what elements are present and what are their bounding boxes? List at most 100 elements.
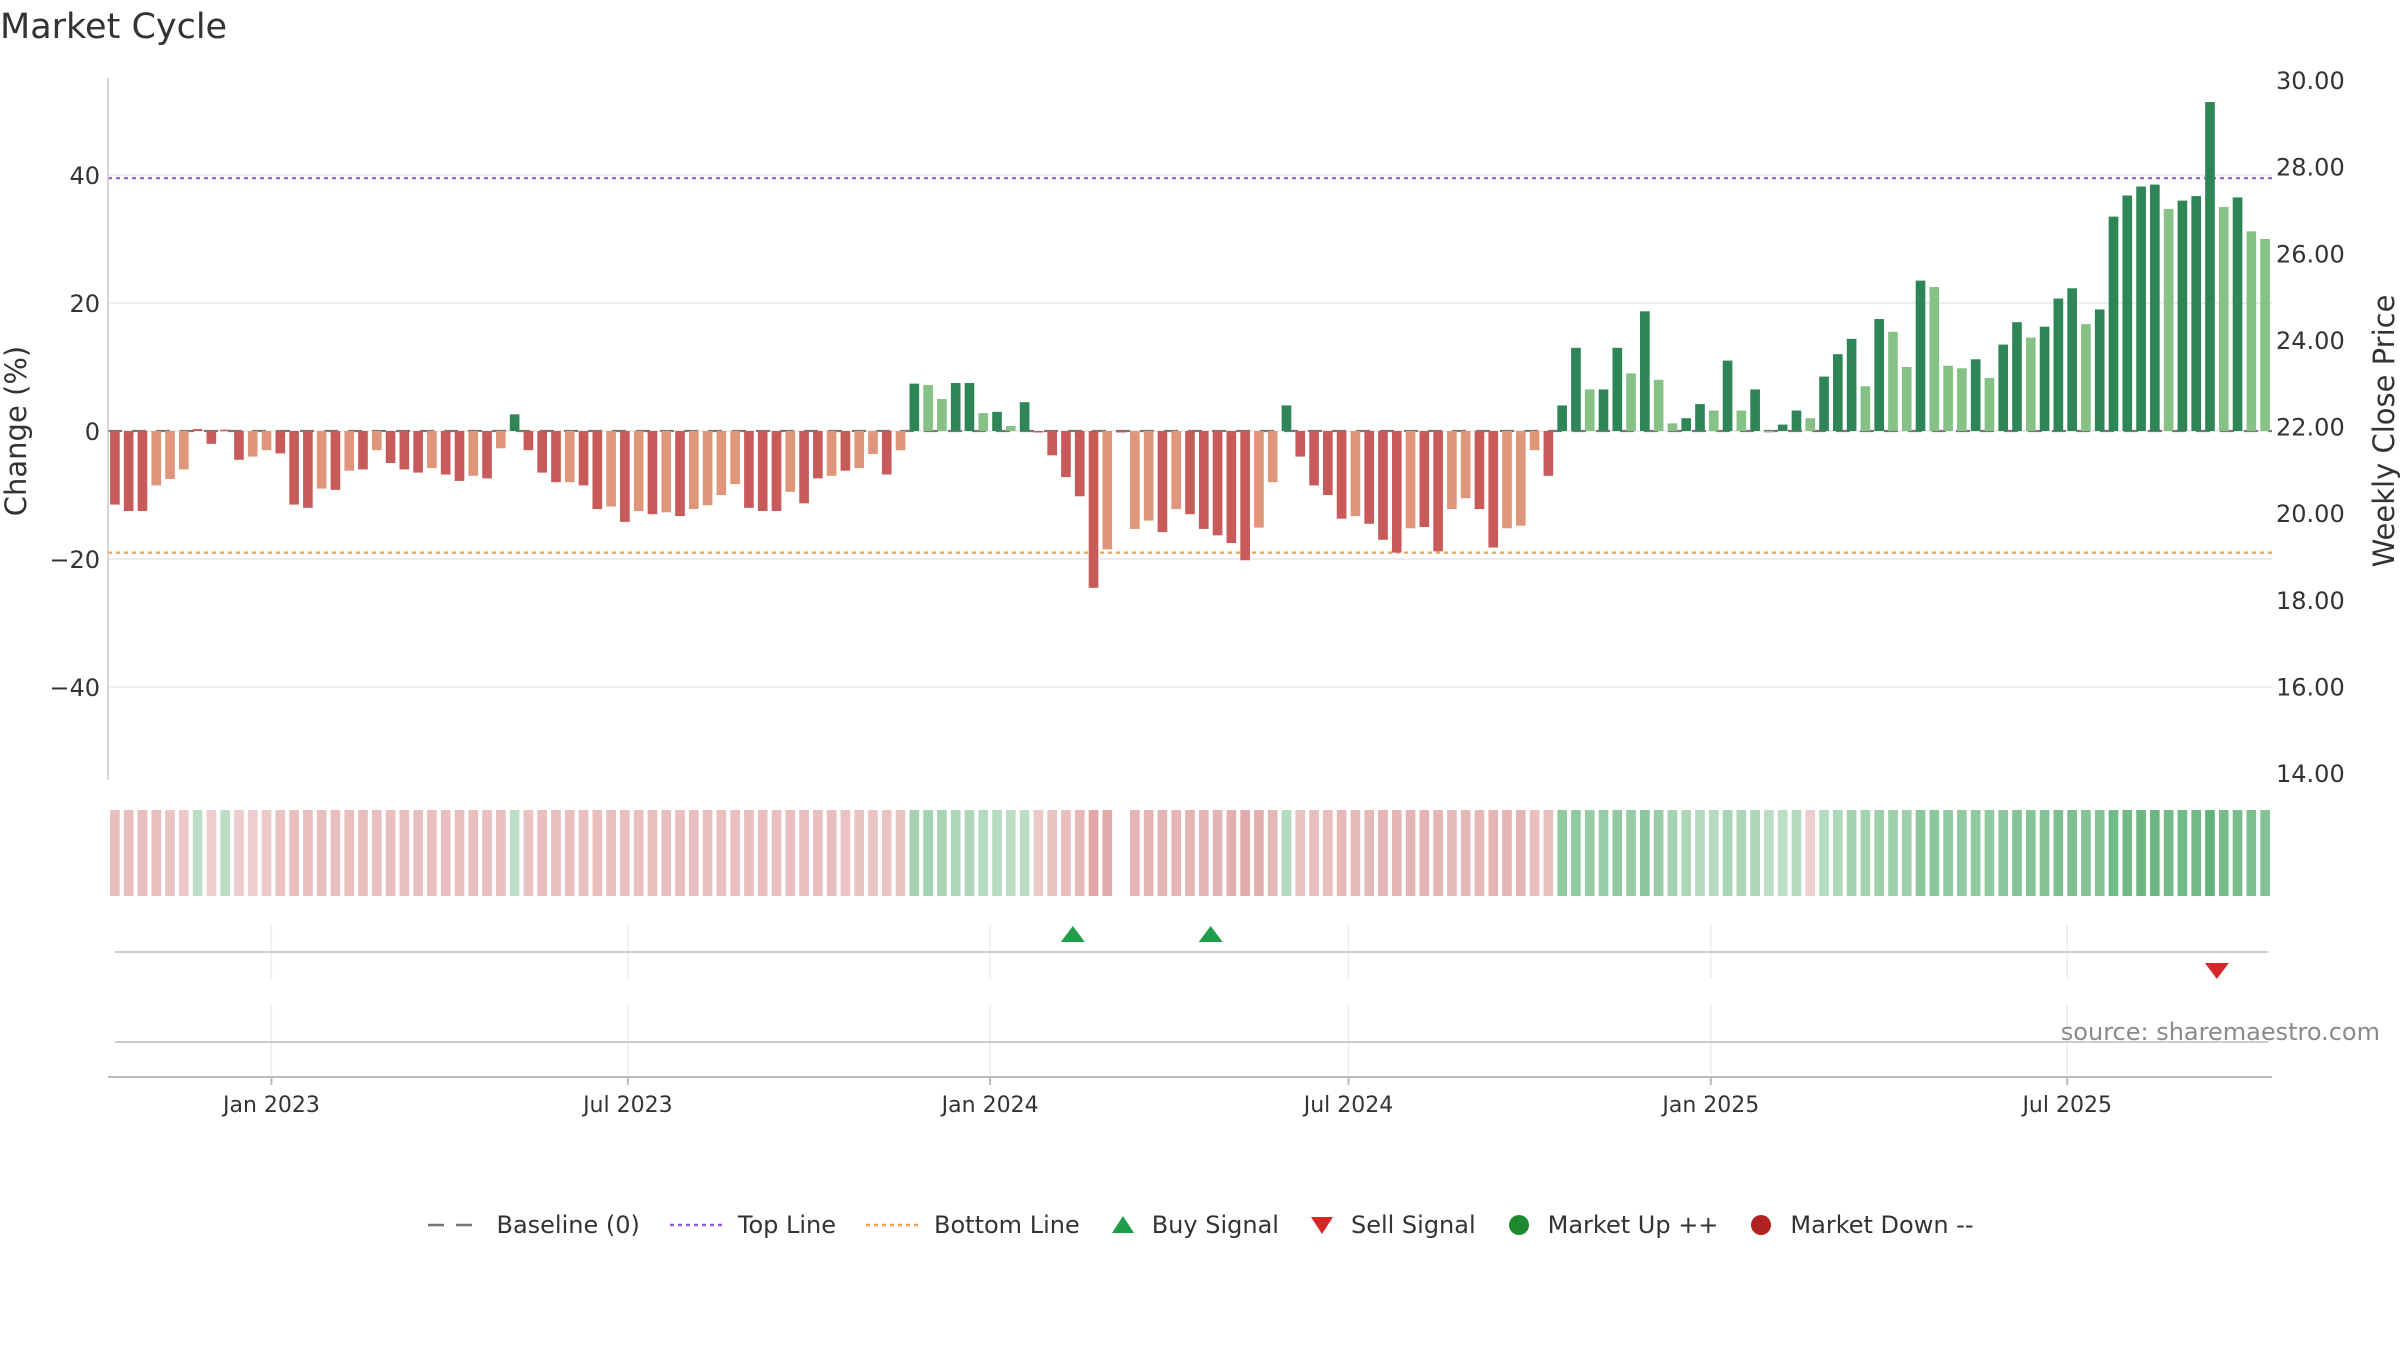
cycle-band-cell: [1074, 810, 1085, 896]
y2-tick-label: 26.00: [2276, 240, 2345, 268]
change-bar: [261, 431, 272, 451]
cycle-band-cell: [881, 810, 892, 896]
change-bar: [744, 431, 754, 508]
x-tick-label: Jul 2025: [2020, 1093, 2112, 1118]
legend-item: Market Up ++: [1504, 1211, 1719, 1239]
change-bar: [937, 399, 947, 431]
cycle-band-cell: [2246, 810, 2257, 896]
legend-swatch: [1508, 1215, 1529, 1235]
change-bar: [1460, 431, 1471, 499]
cycle-band-cell: [247, 810, 258, 896]
cycle-band-cell: [261, 810, 272, 896]
legend-item: Buy Signal: [1108, 1211, 1279, 1239]
change-bar: [440, 431, 451, 475]
cycle-band-cell: [2122, 810, 2133, 896]
change-bar: [1846, 338, 1857, 431]
cycle-band-cell: [1708, 810, 1719, 896]
buy-signal-marker: [1198, 926, 1223, 942]
change-bar: [730, 431, 740, 485]
change-bar: [1281, 405, 1292, 431]
change-bar: [1171, 431, 1182, 510]
change-bar: [1350, 431, 1361, 517]
change-bar: [2025, 337, 2036, 431]
cycle-band-cell: [1557, 810, 1567, 896]
cycle-band-cell: [468, 810, 479, 896]
cycle-band-cell: [165, 810, 175, 896]
cycle-band-cell: [1681, 810, 1692, 896]
change-bar: [344, 431, 355, 471]
change-bar: [1474, 431, 1485, 510]
cycle-band-cell: [1433, 810, 1443, 896]
cycle-band-cell: [2108, 810, 2119, 896]
change-bar: [1571, 347, 1581, 431]
change-bar: [868, 431, 878, 455]
change-bar: [1240, 431, 1250, 561]
change-bar: [1378, 431, 1388, 540]
change-bar: [1777, 424, 1788, 431]
change-bar: [1598, 389, 1609, 431]
change-bar: [1612, 347, 1623, 431]
change-bar: [385, 431, 396, 463]
y2-tick-label: 22.00: [2276, 414, 2345, 442]
change-bar: [1750, 389, 1760, 431]
change-bar: [2246, 231, 2257, 431]
legend-swatch: [669, 1223, 722, 1227]
change-bar: [468, 431, 479, 476]
cycle-band-cell: [1185, 810, 1195, 896]
cycle-band-cell: [1033, 810, 1044, 896]
y-tick-label: 0: [85, 418, 100, 446]
y-tick-label: 20: [69, 290, 100, 318]
cycle-band-cell: [1364, 810, 1375, 896]
change-bar: [1309, 431, 1319, 486]
change-bar: [1226, 431, 1237, 543]
cycle-band-cell: [371, 810, 382, 896]
change-bar: [289, 431, 299, 505]
x-axis: Jan 2023 Jul 2023 Jan 2024 Jul 2024 Jan 2025…: [108, 1076, 2272, 1118]
y2-tick-label: 30.00: [2276, 67, 2345, 95]
cycle-band-cell: [358, 810, 368, 896]
change-bar: [1708, 410, 1719, 431]
cycle-band-cell: [564, 810, 575, 896]
cycle-band-cell: [482, 810, 492, 896]
change-bar: [661, 431, 672, 513]
cycle-band-cell: [923, 810, 933, 896]
change-bar: [964, 383, 975, 431]
cycle-band-cell: [413, 810, 423, 896]
cycle-band: [110, 810, 2270, 896]
cycle-band-cell: [2025, 810, 2036, 896]
change-bar: [1819, 376, 1829, 431]
change-bar: [496, 431, 506, 449]
change-bar: [1653, 379, 1664, 431]
cycle-band-cell: [688, 810, 699, 896]
legend-item: Sell Signal: [1307, 1211, 1476, 1239]
cycle-band-cell: [2136, 810, 2146, 896]
change-bar: [2150, 184, 2160, 431]
change-bar: [923, 384, 933, 431]
change-bar: [371, 431, 382, 451]
cycle-band-cell: [206, 810, 217, 896]
cycle-band-cell: [950, 810, 961, 896]
sell-signal-marker: [2204, 963, 2229, 979]
cycle-band-cell: [1695, 810, 1705, 896]
change-bar: [1364, 431, 1375, 524]
change-bar: [1901, 367, 1912, 431]
change-bar: [1405, 431, 1416, 529]
cycle-band-cell: [178, 810, 189, 896]
change-bar: [633, 431, 644, 511]
cycle-band-cell: [1474, 810, 1485, 896]
cycle-band-cell: [1391, 810, 1402, 896]
cycle-band-cell: [937, 810, 947, 896]
cycle-band-cell: [1543, 810, 1554, 896]
change-bar: [2232, 197, 2243, 431]
cycle-band-cell: [978, 810, 989, 896]
change-bar: [1074, 431, 1085, 497]
y2-tick-label: 14.00: [2276, 760, 2345, 788]
change-bar: [1957, 368, 1967, 431]
cycle-band-cell: [826, 810, 837, 896]
legend-label: Market Up ++: [1547, 1211, 1719, 1239]
cycle-band-cell: [289, 810, 299, 896]
change-bar: [482, 431, 492, 479]
cycle-band-cell: [537, 810, 548, 896]
change-bar: [303, 431, 313, 508]
cycle-band-cell: [730, 810, 740, 896]
